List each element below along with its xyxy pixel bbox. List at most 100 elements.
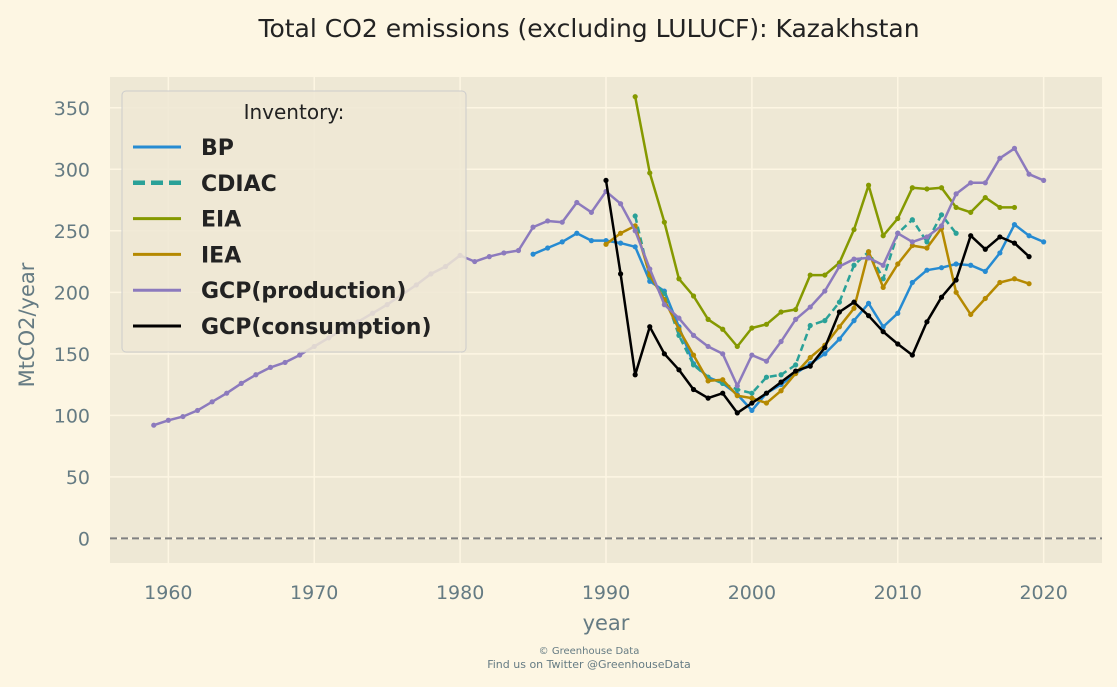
y-tick-label: 250: [54, 221, 90, 243]
data-point-eia: [865, 182, 872, 188]
data-point-gcp-consumption: [895, 341, 901, 347]
data-point-gcp-consumption: [793, 368, 799, 374]
data-point-cdiac: [749, 390, 755, 396]
data-point-bp: [632, 244, 638, 250]
data-point-eia: [705, 316, 711, 322]
data-point-cdiac: [953, 230, 959, 236]
y-tick-label: 0: [78, 528, 90, 550]
data-point-cdiac: [793, 362, 799, 368]
data-point-cdiac: [924, 239, 930, 245]
data-point-eia: [793, 306, 799, 313]
data-point-gcp-production: [953, 191, 959, 197]
data-point-gcp-production: [982, 180, 988, 186]
data-point-eia: [720, 326, 726, 332]
data-point-bp: [588, 238, 595, 244]
data-point-gcp-consumption: [661, 351, 667, 357]
data-point-gcp-consumption: [617, 271, 624, 277]
data-point-gcp-consumption: [938, 294, 945, 300]
chart-title: Total CO2 emissions (excluding LULUCF): …: [257, 14, 919, 43]
data-point-iea: [676, 326, 682, 332]
data-point-gcp-production: [968, 180, 974, 186]
data-point-gcp-production: [997, 155, 1003, 161]
data-point-gcp-production: [807, 304, 813, 310]
data-point-cdiac: [778, 372, 784, 378]
data-point-gcp-consumption: [909, 352, 915, 358]
data-point-eia: [822, 272, 828, 278]
data-point-eia: [807, 272, 813, 278]
data-point-iea: [807, 354, 813, 361]
data-point-gcp-consumption: [603, 177, 609, 183]
data-point-gcp-production: [778, 338, 784, 345]
data-point-gcp-production: [530, 224, 536, 230]
data-point-gcp-production: [676, 315, 682, 321]
data-point-gcp-consumption: [807, 363, 813, 369]
data-point-gcp-consumption: [997, 234, 1003, 240]
x-tick-label: 2000: [728, 582, 776, 604]
legend-label-gcp-consumption: GCP(consumption): [201, 315, 432, 340]
data-point-iea: [1026, 281, 1032, 287]
data-point-gcp-production: [720, 351, 726, 357]
data-point-gcp-consumption: [690, 386, 697, 393]
data-point-gcp-production: [545, 218, 551, 224]
legend: Inventory: BP CDIAC EIA IEA GCP(production) G…: [121, 90, 467, 353]
data-point-cdiac: [822, 318, 828, 324]
y-tick-label: 100: [54, 405, 90, 427]
data-point-gcp-production: [1011, 145, 1018, 151]
data-point-eia: [938, 185, 945, 191]
data-point-cdiac: [909, 217, 915, 223]
data-point-gcp-consumption: [676, 367, 682, 373]
data-point-iea: [690, 352, 697, 358]
legend-label-iea: IEA: [201, 243, 241, 268]
data-point-eia: [690, 293, 697, 299]
data-point-gcp-consumption: [865, 313, 872, 319]
y-tick-label: 200: [54, 282, 90, 304]
data-point-gcp-production: [501, 250, 507, 256]
data-point-gcp-production: [661, 302, 667, 308]
data-point-gcp-production: [238, 380, 244, 386]
y-tick-label: 150: [54, 344, 90, 366]
x-tick-label: 2020: [1019, 582, 1067, 604]
data-point-bp: [851, 318, 857, 324]
legend-label-eia: EIA: [201, 208, 241, 233]
y-tick-label: 50: [66, 467, 90, 489]
data-point-cdiac: [763, 374, 770, 380]
data-point-gcp-production: [224, 390, 230, 396]
data-point-eia: [953, 204, 959, 211]
data-point-gcp-consumption: [720, 390, 726, 396]
x-tick-label: 1970: [290, 582, 338, 604]
data-point-cdiac: [851, 262, 857, 268]
legend-label-gcp-production: GCP(production): [201, 279, 406, 304]
data-point-gcp-consumption: [924, 319, 930, 325]
data-point-iea: [836, 324, 843, 330]
data-point-bp: [822, 351, 828, 357]
data-point-bp: [997, 250, 1003, 256]
data-point-gcp-production: [180, 413, 186, 420]
data-point-gcp-consumption: [1011, 240, 1018, 246]
data-point-eia: [880, 233, 886, 239]
data-point-gcp-consumption: [851, 299, 857, 305]
data-point-gcp-consumption: [953, 277, 959, 283]
legend-box: [121, 90, 467, 353]
data-point-iea: [734, 393, 740, 399]
data-point-gcp-consumption: [822, 345, 828, 351]
data-point-gcp-consumption: [647, 324, 653, 330]
data-point-iea: [968, 311, 974, 318]
data-point-gcp-production: [822, 288, 828, 294]
data-point-bp: [1041, 239, 1047, 245]
data-point-bp: [617, 240, 624, 246]
x-tick-label: 2010: [874, 582, 922, 604]
data-point-eia: [632, 94, 638, 100]
data-point-eia: [763, 321, 770, 327]
data-point-gcp-consumption: [705, 395, 711, 401]
data-point-bp: [749, 407, 755, 414]
data-point-gcp-production: [938, 223, 945, 229]
data-point-gcp-production: [836, 263, 843, 270]
y-tick-label: 300: [54, 159, 90, 181]
data-point-gcp-production: [851, 256, 857, 262]
data-point-gcp-production: [617, 201, 624, 207]
data-point-bp: [545, 245, 551, 251]
data-point-gcp-production: [705, 343, 711, 350]
data-point-gcp-consumption: [749, 400, 755, 406]
data-point-gcp-consumption: [880, 329, 886, 335]
